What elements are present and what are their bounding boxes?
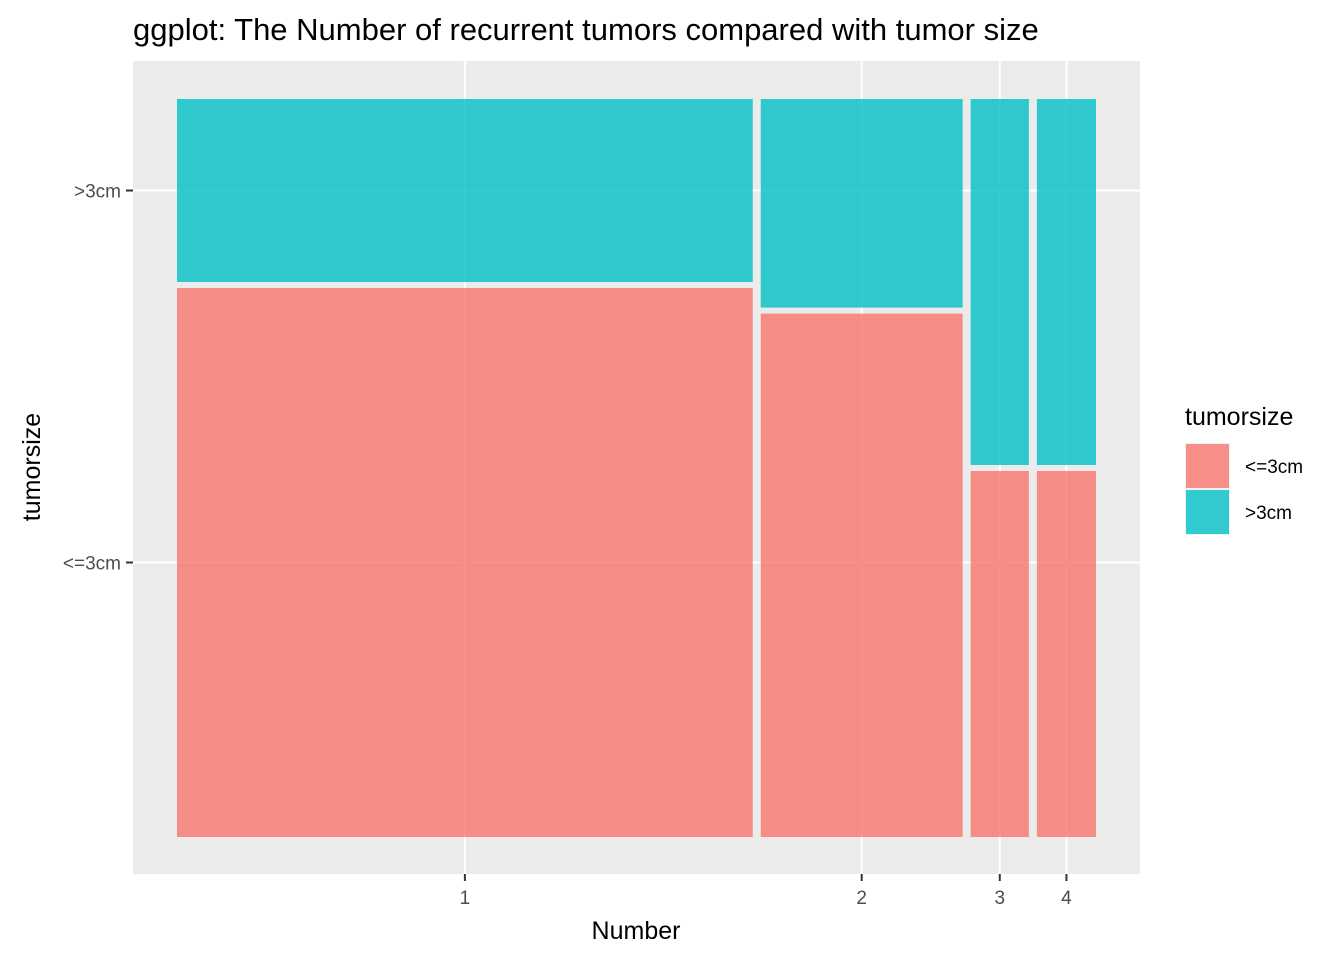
x-tick-label: 3 [994, 888, 1005, 909]
x-tick-label: 2 [856, 888, 867, 909]
legend-swatch [1186, 444, 1229, 488]
tile-4-gt3cm [1036, 99, 1096, 465]
y-axis: <=3cm >3cm [63, 182, 133, 575]
tile-3-gt3cm [970, 99, 1029, 465]
tile-3-le3cm [970, 471, 1029, 837]
legend: tumorsize <=3cm >3cm [1185, 403, 1303, 535]
legend-label: <=3cm [1245, 457, 1303, 478]
x-axis-title: Number [592, 917, 681, 945]
tile-2-gt3cm [760, 99, 963, 308]
tile-2-le3cm [760, 313, 963, 837]
y-axis-title: tumorsize [18, 413, 46, 521]
x-axis: 1 2 3 4 [460, 874, 1072, 909]
legend-keys: <=3cm >3cm [1185, 443, 1303, 535]
x-tick-label: 4 [1061, 888, 1072, 909]
legend-label: >3cm [1245, 503, 1292, 524]
tile-1-le3cm [177, 288, 753, 837]
y-tick-label: <=3cm [63, 554, 121, 575]
y-tick-label: >3cm [74, 182, 121, 203]
tile-4-le3cm [1036, 471, 1096, 837]
x-tick-label: 1 [460, 888, 471, 909]
legend-title: tumorsize [1185, 403, 1293, 431]
tile-1-gt3cm [177, 99, 753, 282]
chart-title: ggplot: The Number of recurrent tumors c… [133, 12, 1039, 47]
mosaic-tiles [177, 99, 1096, 837]
legend-swatch [1186, 490, 1229, 534]
